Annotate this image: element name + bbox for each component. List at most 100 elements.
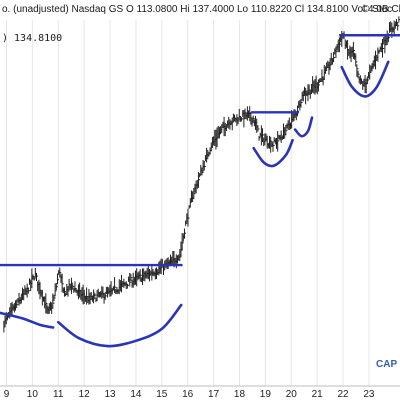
price-bar [3,320,6,333]
price-bar [187,208,190,227]
price-bar [225,124,229,131]
price-bar [324,66,328,74]
x-tick-label: 16 [182,389,194,400]
price-bar [61,273,64,293]
x-tick-label: 17 [208,389,220,400]
price-bar [36,272,39,281]
price-bar [203,160,206,171]
price-bar [199,173,202,178]
price-bar [356,64,359,77]
price-bar [79,282,82,298]
price-bar [333,51,336,63]
price-bar [357,70,360,79]
x-tick-label: 10 [27,389,39,400]
last-price-label: ) 134.8100 [2,33,62,44]
price-bar [53,294,56,302]
cup-arc [252,138,294,168]
price-bar [23,289,26,301]
price-bar [302,90,305,102]
price-bar [335,46,338,59]
price-bar [197,172,201,188]
price-bar [201,167,204,176]
price-bars [3,16,400,333]
x-tick-label: 18 [234,389,246,400]
price-bar [308,84,311,96]
price-bar [377,47,380,62]
price-bar [126,283,129,289]
price-bar [338,37,342,53]
price-bar [272,141,275,152]
price-bar [160,258,163,275]
price-bar [396,19,399,26]
price-bar [70,277,74,294]
x-tick-label: 11 [53,389,64,400]
price-bar [94,292,97,300]
price-bar [352,41,355,59]
price-bar [397,22,400,31]
price-bar [305,87,308,105]
price-bar [258,136,261,141]
price-bar [382,38,385,58]
price-bar [317,79,321,92]
price-bar [45,293,48,314]
price-bar [341,30,344,47]
price-bar [52,293,55,309]
chart-header: o. (unadjusted) Nasdaq GS O 113.0800 Hi … [2,4,400,15]
price-bar [129,272,132,287]
price-bar [111,287,114,295]
price-bar [33,276,36,281]
price-bar [72,284,75,290]
grid [5,20,370,386]
x-tick-label: 23 [363,389,375,400]
price-bar [252,115,255,124]
price-bar [181,233,184,251]
price-bar [16,299,19,309]
price-bar [183,228,187,239]
price-bar [285,124,288,136]
price-bar [355,53,358,67]
price-bar [193,187,196,199]
x-tick-label: 12 [79,389,91,400]
price-bar [277,131,280,152]
price-bar [27,287,30,294]
pattern-annotations [0,34,400,348]
x-tick-label: 19 [260,389,272,400]
price-bar [359,75,362,85]
price-bar [104,291,107,300]
price-bar [244,108,247,119]
price-bar [262,128,265,143]
price-bar [56,273,60,285]
price-bar [114,277,117,293]
price-bar [59,267,62,278]
price-bar [257,125,260,132]
price-bar [241,117,244,122]
price-bar [67,286,70,297]
price-bar [185,220,188,226]
x-tick-label: 15 [156,389,168,400]
cup-arc [0,311,55,329]
price-bar [365,78,368,94]
cup-arc [57,303,183,348]
price-bar [55,283,58,291]
price-bar [189,198,192,208]
price-bar [130,273,133,281]
x-tick-label: 22 [337,389,349,400]
price-bar [300,99,303,108]
price-bar [63,287,67,297]
x-tick-label: 14 [130,389,142,400]
source-label: © Stoc [362,4,392,15]
price-bar [366,76,369,84]
x-tick-label: 21 [312,389,324,400]
price-bar [378,49,381,54]
price-bar [250,112,253,125]
cup-arc [293,116,314,138]
price-bar [139,269,142,282]
price-bar [329,58,332,71]
x-tick-labels: 9 10 11 12 13 14 15 16 17 18 19 20 21 22 23 [4,389,375,400]
cup-arc [340,60,390,98]
x-tick-label: 13 [104,389,116,400]
price-bar [243,110,246,128]
x-tick-label: 9 [4,389,10,400]
